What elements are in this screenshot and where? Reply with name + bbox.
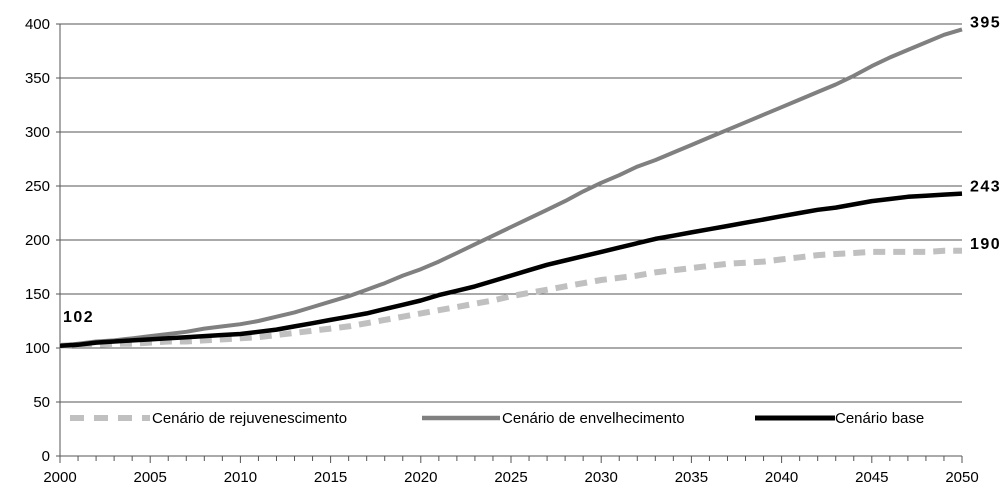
x-tick-label: 2000 xyxy=(43,469,76,486)
axes xyxy=(56,23,963,463)
y-tick-label: 250 xyxy=(25,178,50,195)
legend-item: Cenário base xyxy=(755,410,924,427)
x-tick-label: 2030 xyxy=(585,469,618,486)
y-tick-label: 400 xyxy=(25,16,50,33)
data-label: 190 xyxy=(970,236,1001,253)
data-label: 395 xyxy=(970,14,1001,31)
legend-item: Cenário de envelhecimento xyxy=(422,410,685,427)
y-tick-labels: 0 50 100 150 200 250 300 350 400 xyxy=(25,16,50,465)
y-tick-label: 150 xyxy=(25,286,50,303)
legend-label: Cenário de envelhecimento xyxy=(502,410,685,427)
data-label: 102 xyxy=(63,309,94,326)
series-lines xyxy=(59,27,963,349)
y-tick-label: 200 xyxy=(25,232,50,249)
data-annotations: 102 395 243 190 xyxy=(63,14,1001,326)
x-tick-label: 2015 xyxy=(314,469,347,486)
x-tick-label: 2045 xyxy=(855,469,888,486)
legend-label: Cenário base xyxy=(835,410,924,427)
y-tick-label: 50 xyxy=(33,394,50,411)
x-tick-label: 2035 xyxy=(675,469,708,486)
y-tick-label: 300 xyxy=(25,124,50,141)
series-line-envelhecimento xyxy=(59,27,963,348)
x-tick-label: 2020 xyxy=(404,469,437,486)
y-tick-label: 0 xyxy=(42,448,50,465)
x-tick-label: 2040 xyxy=(765,469,798,486)
series-line-base xyxy=(59,191,963,349)
x-tick-label: 2050 xyxy=(945,469,978,486)
x-tick-labels: 2000 2005 2010 2015 2020 2025 2030 2035 2040 2045… xyxy=(43,469,978,486)
gridlines xyxy=(60,23,962,403)
legend: Cenário de rejuvenescimento Cenário de en… xyxy=(70,410,924,427)
series-line-rejuvenescimento xyxy=(59,247,962,349)
x-tick-label: 2025 xyxy=(494,469,527,486)
data-label: 243 xyxy=(970,179,1001,196)
x-tick-label: 2005 xyxy=(134,469,167,486)
legend-item: Cenário de rejuvenescimento xyxy=(70,410,347,427)
y-tick-label: 350 xyxy=(25,70,50,87)
legend-label: Cenário de rejuvenescimento xyxy=(152,410,347,427)
x-tick-label: 2010 xyxy=(224,469,257,486)
y-tick-label: 100 xyxy=(25,340,50,357)
